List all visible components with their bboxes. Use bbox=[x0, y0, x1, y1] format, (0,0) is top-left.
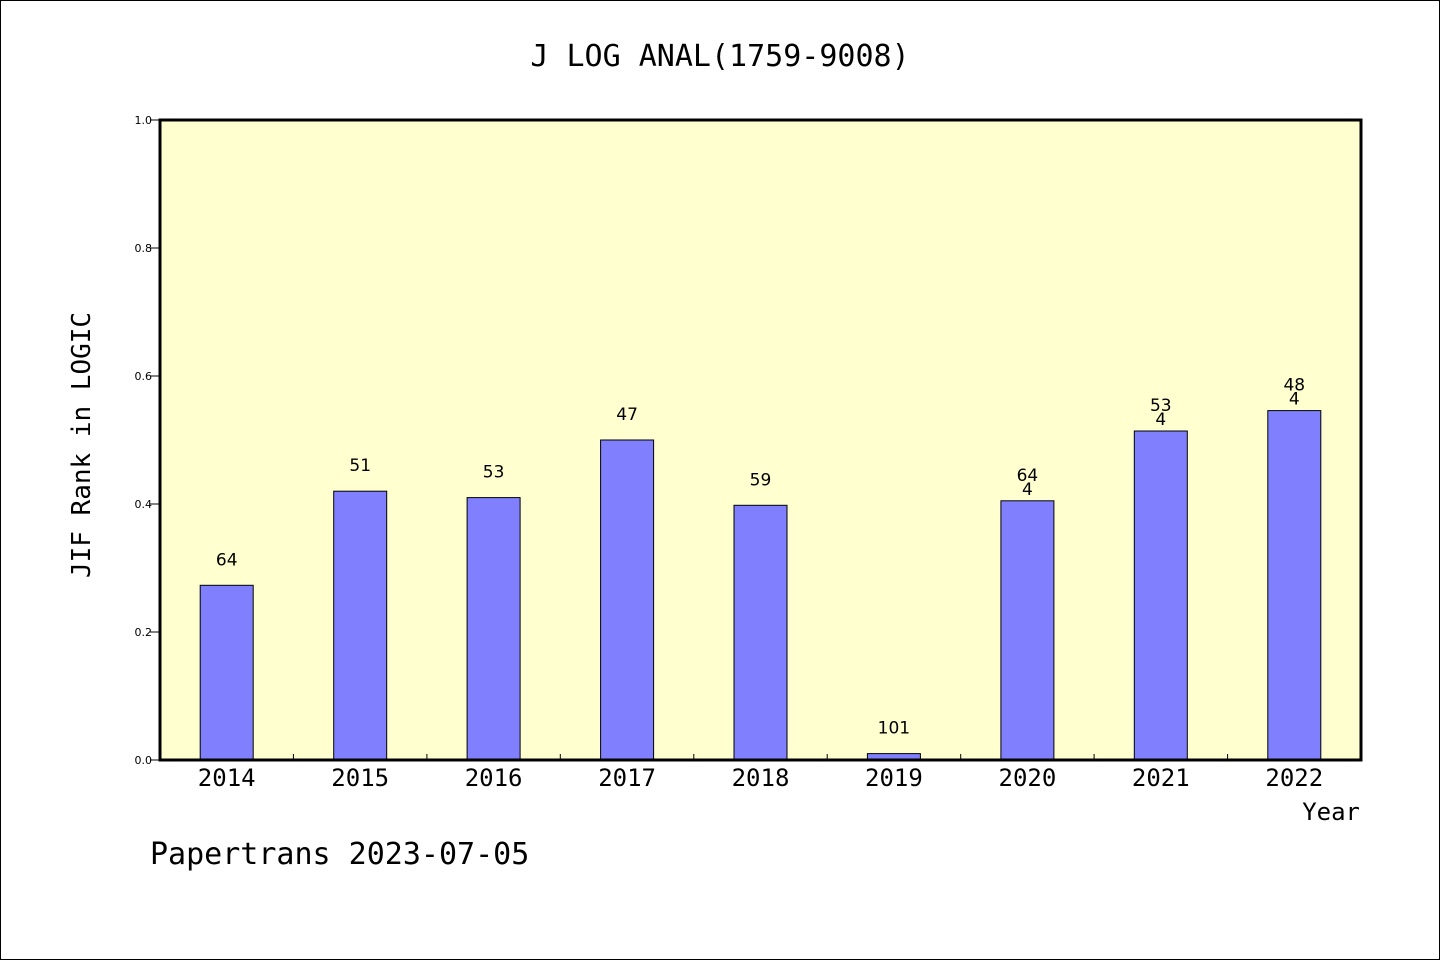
bar-2015 bbox=[333, 490, 388, 761]
x-tick-label-2018: 2018 bbox=[732, 764, 790, 792]
x-tick-label-2019: 2019 bbox=[865, 764, 923, 792]
y-tick-label-0.4: 0.4 bbox=[135, 498, 153, 511]
bar-value-label-2015: 51 bbox=[349, 456, 371, 476]
y-tick-label-0.2: 0.2 bbox=[135, 626, 153, 639]
bar-2021 bbox=[1133, 430, 1188, 761]
bar-2022 bbox=[1267, 410, 1322, 761]
y-tick-label-1.0: 1.0 bbox=[135, 114, 153, 127]
x-tick-label-2021: 2021 bbox=[1132, 764, 1190, 792]
bar-value-label-2020: 64 4 bbox=[1017, 466, 1039, 500]
x-tick-label-2015: 2015 bbox=[331, 764, 389, 792]
bar-2014 bbox=[199, 584, 254, 761]
bar-value-label-2016: 53 bbox=[483, 463, 505, 483]
y-tick-label-0.0: 0.0 bbox=[135, 754, 153, 767]
bar-2017 bbox=[600, 439, 655, 761]
x-axis-label: Year bbox=[1302, 798, 1360, 826]
plot-border bbox=[158, 118, 1363, 762]
x-tick-label-2020: 2020 bbox=[999, 764, 1057, 792]
bar-2020 bbox=[1000, 500, 1055, 761]
x-tick-label-2016: 2016 bbox=[465, 764, 523, 792]
y-tick-label-0.6: 0.6 bbox=[135, 370, 153, 383]
bar-2016 bbox=[466, 497, 521, 761]
y-axis-label: JIF Rank in LOGIC bbox=[67, 312, 97, 578]
bar-value-label-2017: 47 bbox=[616, 405, 638, 425]
bar-2018 bbox=[733, 504, 788, 761]
footer-credit: Papertrans 2023-07-05 bbox=[150, 837, 529, 872]
x-tick-label-2022: 2022 bbox=[1265, 764, 1323, 792]
bar-value-label-2022: 48 4 bbox=[1283, 376, 1305, 410]
bar-value-label-2021: 53 4 bbox=[1150, 396, 1172, 430]
y-tick-label-0.8: 0.8 bbox=[135, 242, 153, 255]
bar-value-label-2019: 101 bbox=[878, 719, 910, 739]
x-tick-label-2014: 2014 bbox=[198, 764, 256, 792]
x-tick-label-2017: 2017 bbox=[598, 764, 656, 792]
chart-title: J LOG ANAL(1759-9008) bbox=[530, 39, 909, 74]
bar-value-label-2018: 59 bbox=[750, 470, 772, 490]
bar-value-label-2014: 64 bbox=[216, 550, 238, 570]
